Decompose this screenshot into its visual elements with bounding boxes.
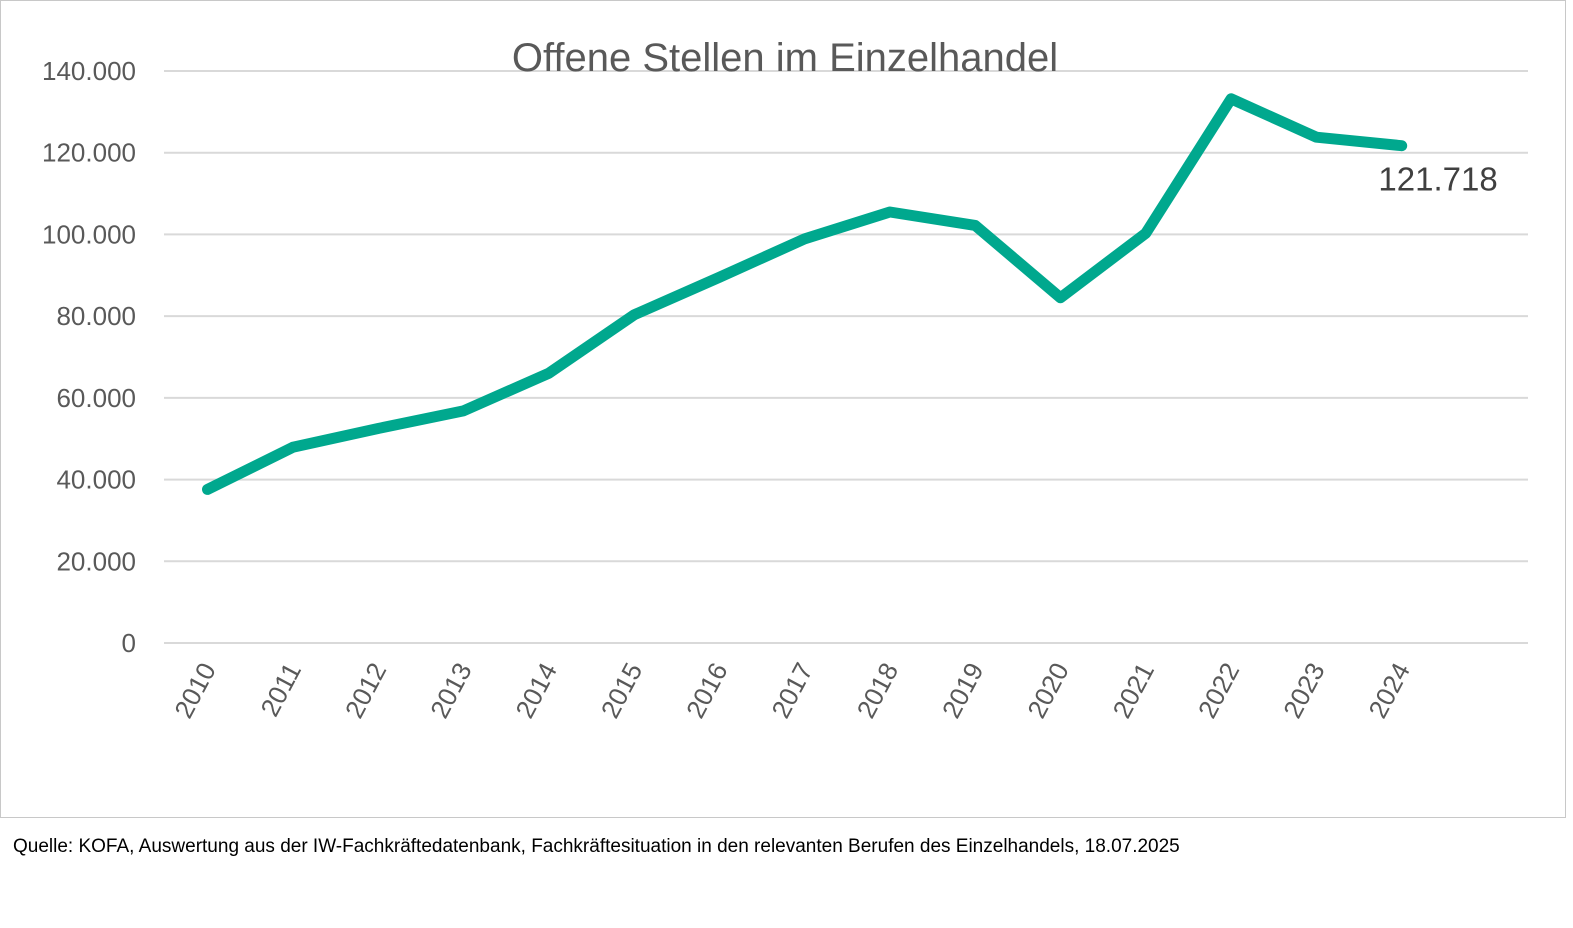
y-axis-tick-labels: 0 20.000 40.000 60.000 80.000 100.000 120.000 1…	[42, 56, 136, 658]
x-tick-label: 2012	[339, 658, 393, 723]
x-tick-label: 2017	[765, 658, 819, 723]
data-labels: 121.718	[1378, 161, 1497, 198]
gridlines	[164, 70, 1528, 644]
x-tick-label: 2021	[1106, 658, 1160, 723]
y-tick-label: 0	[122, 628, 136, 658]
y-tick-label: 100.000	[42, 219, 136, 249]
y-tick-label: 140.000	[42, 56, 136, 86]
source-note: Quelle: KOFA, Auswertung aus der IW-Fach…	[13, 836, 1180, 857]
x-tick-label: 2019	[936, 658, 990, 723]
y-tick-label: 80.000	[56, 301, 136, 331]
chart-area: 0 20.000 40.000 60.000 80.000 100.000 120.000 1…	[0, 0, 1566, 818]
y-tick-label: 60.000	[56, 383, 136, 413]
y-tick-label: 120.000	[42, 138, 136, 168]
x-tick-label: 2016	[680, 658, 734, 723]
y-tick-label: 20.000	[56, 546, 136, 576]
x-tick-label: 2010	[168, 658, 222, 723]
x-tick-label: 2014	[509, 658, 563, 723]
x-tick-label: 2015	[595, 658, 649, 723]
x-tick-label: 2024	[1362, 658, 1416, 723]
x-tick-label: 2020	[1021, 658, 1075, 723]
series-line	[202, 93, 1408, 495]
x-tick-label: 2011	[254, 658, 307, 721]
line-chart: 0 20.000 40.000 60.000 80.000 100.000 120.000 1…	[42, 36, 1528, 723]
chart-title: Offene Stellen im Einzelhandel	[512, 36, 1058, 80]
data-label: 121.718	[1378, 161, 1497, 198]
x-axis-tick-labels: 2010 2011 2012 2013 2014 2015 2016 2017 2018 2019…	[168, 658, 1416, 723]
series	[202, 93, 1408, 495]
x-tick-label: 2022	[1192, 658, 1246, 723]
y-tick-label: 40.000	[56, 465, 136, 495]
x-tick-label: 2018	[851, 658, 905, 723]
x-tick-label: 2023	[1277, 658, 1331, 723]
x-tick-label: 2013	[424, 658, 478, 723]
